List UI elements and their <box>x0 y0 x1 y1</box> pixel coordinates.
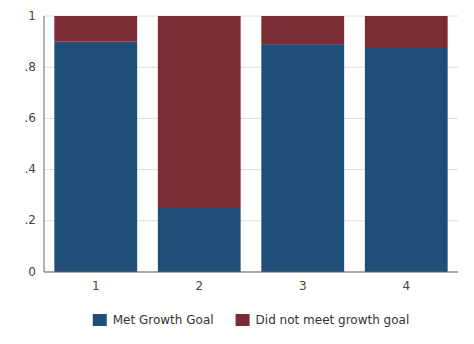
bar-segment <box>365 48 448 272</box>
x-tick-label: 4 <box>402 279 410 293</box>
y-axis <box>44 16 45 272</box>
bar-segment <box>54 16 137 42</box>
legend-item: Met Growth Goal <box>93 313 214 327</box>
bar-segment <box>158 208 241 272</box>
bar-segment <box>365 16 448 48</box>
legend-item: Did not meet growth goal <box>236 313 410 327</box>
legend-swatch <box>93 314 107 326</box>
bar-segment <box>261 44 344 272</box>
chart: 0 .2 .4 .6 .8 1 1 2 3 4 Met Growth Goal Did not mee… <box>0 0 474 344</box>
legend-label: Met Growth Goal <box>113 313 214 327</box>
y-tick-label: .6 <box>25 111 36 125</box>
legend-swatch <box>236 314 250 326</box>
y-tick-label: 1 <box>28 9 36 23</box>
y-tick-label: .8 <box>25 60 36 74</box>
bar-segment <box>261 16 344 44</box>
legend: Met Growth Goal Did not meet growth goal <box>93 313 410 327</box>
bar-segment <box>54 42 137 272</box>
y-tick-label: .2 <box>25 213 36 227</box>
legend-label: Did not meet growth goal <box>256 313 410 327</box>
y-tick-label: 0 <box>28 265 36 279</box>
x-tick-label: 1 <box>92 279 100 293</box>
bars <box>54 16 447 272</box>
bar-segment <box>158 16 241 208</box>
grid-line <box>44 272 458 273</box>
x-tick-label: 3 <box>299 279 307 293</box>
x-axis <box>44 272 458 273</box>
y-tick-label: .4 <box>25 162 36 176</box>
x-tick-label: 2 <box>195 279 203 293</box>
